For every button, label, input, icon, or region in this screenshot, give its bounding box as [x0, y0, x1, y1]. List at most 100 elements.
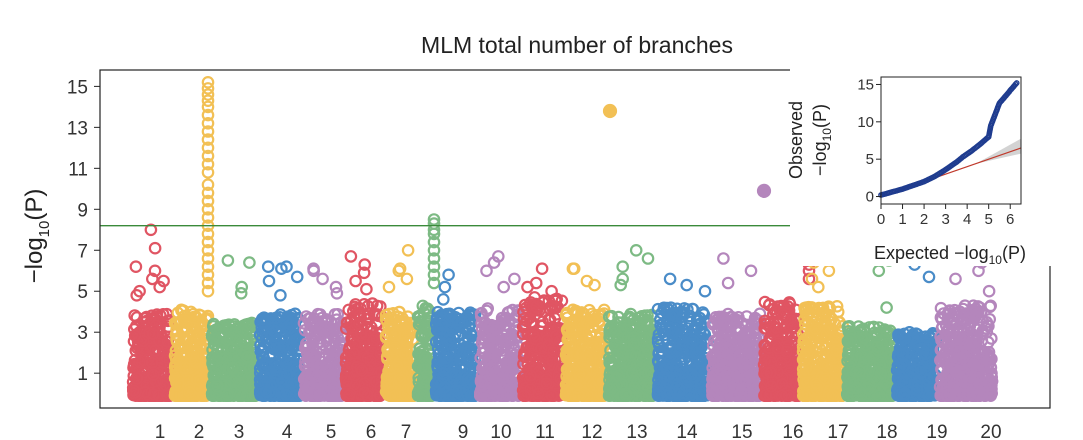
- snp-peak-point: [344, 250, 358, 263]
- snp-point: [178, 314, 192, 327]
- snp-peak-point: [201, 157, 215, 171]
- y-axis-label-arg: (P): [21, 189, 48, 221]
- snp-peak-point: [201, 166, 215, 179]
- snp-peak-point: [234, 286, 248, 300]
- snp-peak-point: [401, 244, 415, 257]
- snp-peak-point: [602, 103, 618, 119]
- snp-peak-point: [480, 264, 493, 278]
- snp-point: [208, 366, 222, 380]
- snp-point: [137, 334, 150, 348]
- y-axis-label: −log10(P): [21, 189, 53, 284]
- y-tick-label: 15: [67, 77, 88, 98]
- snp-peak-point: [201, 211, 215, 224]
- snp-point: [189, 355, 202, 369]
- y-tick-label: 5: [77, 282, 88, 303]
- snp-peak-point: [201, 141, 215, 155]
- snp-point: [147, 388, 160, 401]
- snp-point: [187, 347, 200, 360]
- snp-peak-point: [201, 186, 215, 200]
- chromosome-5-points: [297, 262, 349, 402]
- y-tick-label: 3: [77, 323, 88, 344]
- snp-peak-point: [148, 264, 162, 278]
- snp-peak-point: [497, 280, 510, 294]
- snp-point: [192, 308, 206, 322]
- snp-point: [193, 335, 206, 348]
- snp-peak-point: [400, 272, 414, 286]
- chromosome-10-points: [473, 250, 525, 402]
- chromosome-11-points: [516, 262, 569, 402]
- y-tick-label: 13: [67, 118, 88, 139]
- snp-point: [178, 340, 192, 354]
- snp-peak-point: [438, 280, 452, 294]
- snp-peak-point: [641, 252, 655, 265]
- snp-point: [235, 348, 248, 362]
- chromosome-14-points: [651, 272, 714, 402]
- snp-peak-point: [144, 223, 158, 237]
- snp-peak-point: [130, 288, 143, 302]
- chromosome-9-points: [429, 268, 482, 402]
- snp-peak-point: [201, 125, 215, 138]
- snp-peak-point: [243, 256, 256, 269]
- snp-peak-point: [201, 178, 215, 191]
- snp-point: [128, 329, 142, 342]
- snp-peak-point: [201, 100, 215, 114]
- snp-point: [244, 333, 258, 347]
- snp-point: [181, 374, 195, 388]
- chromosome-6-points: [339, 250, 389, 402]
- snp-peak-point: [235, 280, 248, 294]
- snp-peak-point: [201, 194, 215, 208]
- snp-point: [237, 335, 251, 349]
- snp-peak-point: [274, 288, 287, 302]
- snp-peak-point: [629, 244, 643, 257]
- snp-peak-point: [262, 274, 276, 288]
- snp-peak-point: [221, 254, 235, 267]
- snp-point: [148, 344, 162, 358]
- snp-point: [146, 327, 160, 341]
- snp-point: [183, 385, 196, 399]
- snp-point: [226, 361, 240, 375]
- snp-peak-point: [508, 272, 521, 286]
- snp-point: [225, 342, 239, 355]
- snp-peak-point: [616, 260, 629, 273]
- snp-point: [139, 311, 152, 325]
- snp-peak-point: [201, 133, 215, 146]
- snp-peak-point: [201, 244, 215, 257]
- snp-point: [147, 368, 160, 382]
- snp-peak-point: [148, 241, 162, 255]
- snp-point: [233, 378, 247, 392]
- snp-peak-point: [316, 272, 329, 286]
- snp-point: [145, 356, 159, 370]
- snp-point: [149, 319, 163, 332]
- snp-peak-point: [201, 149, 215, 163]
- snp-point: [152, 389, 166, 402]
- snp-point: [169, 352, 183, 366]
- snp-peak-point: [261, 260, 275, 273]
- snp-point: [187, 334, 201, 347]
- snp-peak-point: [201, 94, 215, 107]
- snp-peak-point: [201, 260, 215, 273]
- snp-point: [223, 348, 236, 362]
- snp-point: [131, 341, 144, 355]
- snp-point: [208, 351, 221, 364]
- snp-point: [149, 374, 162, 388]
- snp-point: [176, 322, 189, 335]
- snp-peak-point: [129, 260, 143, 273]
- snp-peak-point: [535, 262, 549, 275]
- snp-peak-point: [290, 270, 304, 284]
- snp-peak-point: [201, 88, 215, 101]
- y-tick-label: 7: [77, 241, 88, 262]
- snp-peak-point: [201, 235, 215, 249]
- y-axis-label-main: −log: [21, 237, 48, 283]
- chromosome-4-points: [253, 260, 307, 402]
- snp-point: [247, 330, 261, 344]
- snp-point: [153, 315, 166, 329]
- snp-point: [236, 324, 250, 337]
- y-tick-label: 1: [77, 364, 88, 385]
- snp-peak-point: [201, 252, 215, 265]
- snp-point: [209, 385, 223, 399]
- chromosome-1-points: [126, 223, 178, 402]
- chromosome-2-points: [168, 76, 215, 402]
- snp-peak-point: [201, 268, 215, 282]
- snp-point: [128, 322, 141, 336]
